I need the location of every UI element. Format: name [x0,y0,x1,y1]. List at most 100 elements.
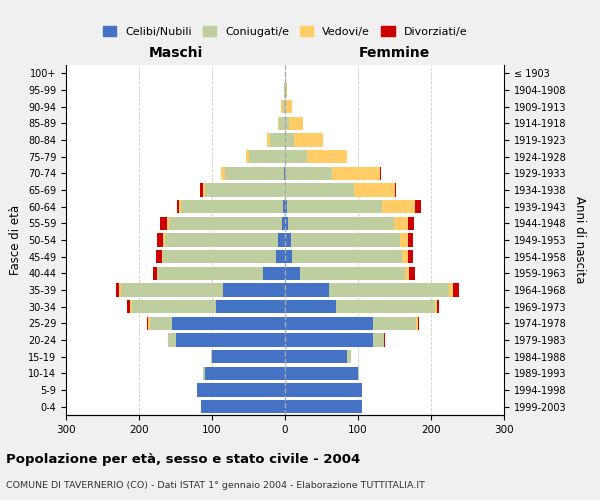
Bar [177,200,179,213]
Bar [215,300,285,314]
Bar [285,300,336,314]
Bar [157,234,163,246]
Bar [160,216,167,230]
Bar [283,200,285,213]
Text: COMUNE DI TAVERNERIO (CO) - Dati ISTAT 1° gennaio 2004 - Elaborazione TUTTITALIA: COMUNE DI TAVERNERIO (CO) - Dati ISTAT 1… [6,481,425,490]
Bar [285,234,291,246]
Bar [384,334,385,346]
Bar [284,166,285,180]
Bar [292,250,402,264]
Bar [418,316,419,330]
Bar [148,316,150,330]
Bar [409,266,415,280]
Bar [223,284,285,296]
Bar [163,250,276,264]
Text: Maschi: Maschi [148,46,203,60]
Y-axis label: Anni di nascita: Anni di nascita [573,196,586,284]
Bar [407,234,413,246]
Bar [197,384,285,396]
Bar [285,266,299,280]
Bar [299,266,406,280]
Legend: Celibi/Nubili, Coniugati/e, Vedovi/e, Divorziati/e: Celibi/Nubili, Coniugati/e, Vedovi/e, Di… [98,22,472,41]
Bar [176,334,285,346]
Bar [332,166,380,180]
Bar [395,184,396,196]
Bar [163,234,164,246]
Bar [200,184,203,196]
Bar [291,234,400,246]
Bar [288,216,394,230]
Bar [263,266,285,280]
Bar [150,316,172,330]
Bar [286,100,292,114]
Bar [130,300,132,314]
Bar [449,284,453,296]
Bar [153,266,157,280]
Bar [416,316,418,330]
Bar [355,184,395,196]
Bar [156,250,161,264]
Bar [453,284,459,296]
Bar [271,134,285,146]
Bar [400,234,407,246]
Bar [181,200,283,213]
Bar [358,366,359,380]
Bar [329,284,449,296]
Bar [247,150,248,164]
Bar [203,366,205,380]
Bar [167,216,169,230]
Bar [285,166,332,180]
Bar [285,384,362,396]
Bar [347,350,350,364]
Bar [285,316,373,330]
Bar [382,200,415,213]
Bar [285,284,329,296]
Bar [164,234,278,246]
Bar [161,250,163,264]
Bar [373,316,416,330]
Bar [287,200,382,213]
Bar [434,300,437,314]
Bar [116,284,119,296]
Bar [285,134,294,146]
Bar [278,234,285,246]
Bar [267,134,271,146]
Bar [157,266,263,280]
Bar [415,200,421,213]
Bar [336,300,434,314]
Bar [286,84,287,96]
Bar [279,116,285,130]
Bar [402,250,407,264]
Bar [281,100,283,114]
Bar [212,350,285,364]
Bar [172,316,285,330]
Bar [437,300,439,314]
Bar [147,316,148,330]
Bar [407,250,413,264]
Bar [294,134,323,146]
Bar [289,116,303,130]
Bar [285,334,373,346]
Bar [409,216,414,230]
Bar [205,366,285,380]
Text: Popolazione per età, sesso e stato civile - 2004: Popolazione per età, sesso e stato civil… [6,452,360,466]
Bar [127,300,130,314]
Bar [307,150,347,164]
Bar [203,184,205,196]
Bar [283,100,285,114]
Bar [285,100,286,114]
Bar [406,266,409,280]
Bar [380,166,382,180]
Text: Femmine: Femmine [359,46,430,60]
Bar [121,284,223,296]
Bar [285,184,355,196]
Bar [285,84,286,96]
Bar [276,250,285,264]
Bar [168,334,176,346]
Bar [285,116,289,130]
Bar [169,216,282,230]
Y-axis label: Fasce di età: Fasce di età [10,205,22,275]
Bar [211,350,212,364]
Bar [285,200,287,213]
Bar [201,400,285,413]
